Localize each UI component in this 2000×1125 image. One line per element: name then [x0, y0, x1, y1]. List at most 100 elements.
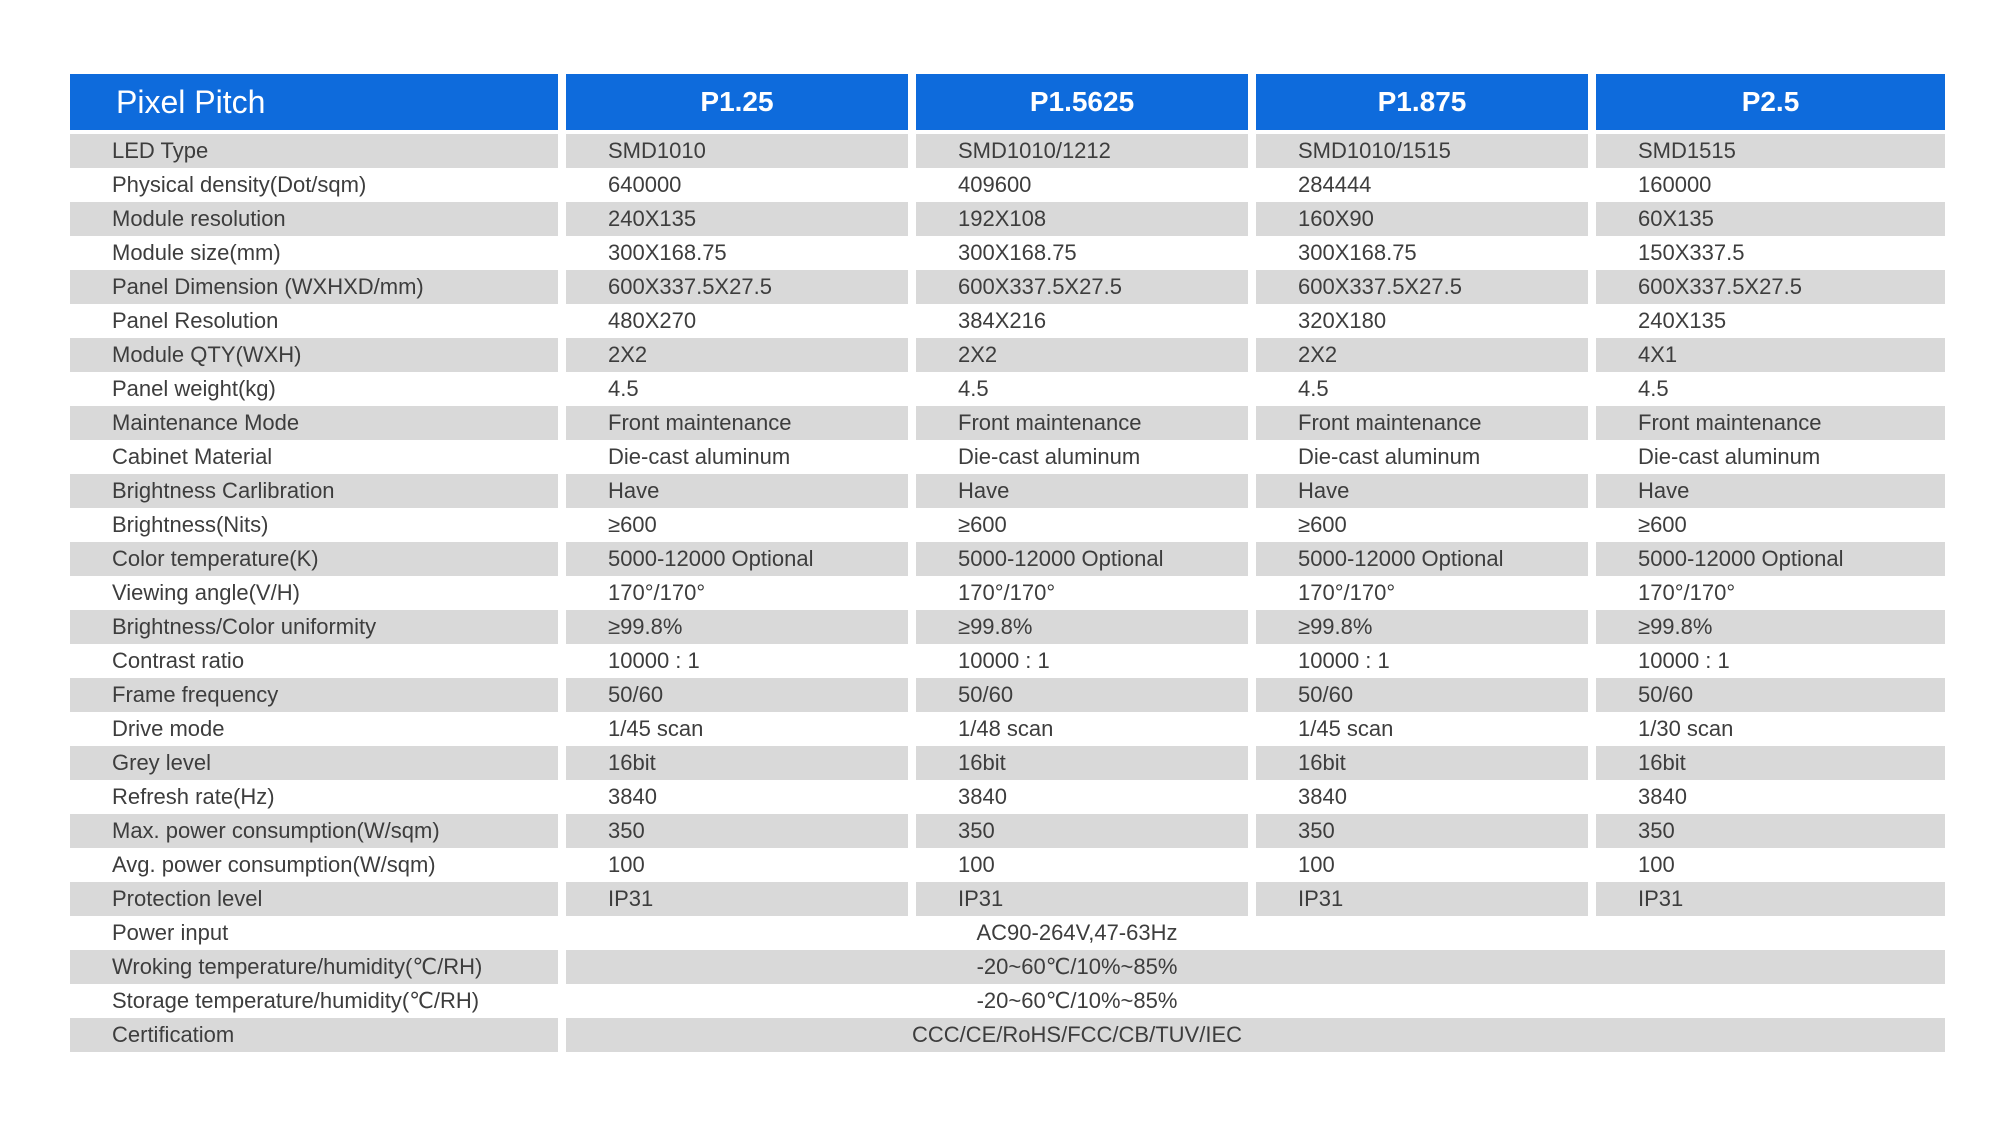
cell-value: 170°/170°	[1256, 576, 1588, 610]
cell-value: 5000-12000 Optional	[1596, 542, 1945, 576]
cell-value: 350	[916, 814, 1248, 848]
cell-value: 640000	[566, 168, 908, 202]
cell-value: 150X337.5	[1596, 236, 1945, 270]
cell-value: 1/45 scan	[566, 712, 908, 746]
cell-value: ≥99.8%	[916, 610, 1248, 644]
cell-value: SMD1010/1515	[1256, 134, 1588, 168]
cell-value: 10000 : 1	[916, 644, 1248, 678]
cell-value: Front maintenance	[916, 406, 1248, 440]
row-label: Brightness(Nits)	[70, 508, 558, 542]
cell-value: Front maintenance	[566, 406, 908, 440]
merged-cell-value: -20~60℃/10%~85%	[566, 984, 1945, 1018]
cell-value: 3840	[916, 780, 1248, 814]
cell-value: 10000 : 1	[1596, 644, 1945, 678]
cell-value: 170°/170°	[1596, 576, 1945, 610]
cell-value: 16bit	[566, 746, 908, 780]
cell-value: 60X135	[1596, 202, 1945, 236]
cell-value: 350	[566, 814, 908, 848]
row-label: Drive mode	[70, 712, 558, 746]
cell-value: 1/45 scan	[1256, 712, 1588, 746]
column-header-p1.25: P1.25	[566, 74, 908, 130]
cell-value: ≥600	[566, 508, 908, 542]
table-body: LED Type SMD1010 SMD1010/1212 SMD1010/1515 S…	[70, 134, 1945, 1052]
row-label: Refresh rate(Hz)	[70, 780, 558, 814]
cell-value: 600X337.5X27.5	[1596, 270, 1945, 304]
cell-value: 100	[566, 848, 908, 882]
cell-value: 1/48 scan	[916, 712, 1248, 746]
cell-value: SMD1010/1212	[916, 134, 1248, 168]
cell-value: 4.5	[1256, 372, 1588, 406]
cell-value: 600X337.5X27.5	[566, 270, 908, 304]
cell-value: 3840	[1596, 780, 1945, 814]
column-header-p1.875: P1.875	[1256, 74, 1588, 130]
row-label: Maintenance Mode	[70, 406, 558, 440]
row-label: Viewing angle(V/H)	[70, 576, 558, 610]
cell-value: 170°/170°	[916, 576, 1248, 610]
cell-value: 350	[1596, 814, 1945, 848]
row-label: LED Type	[70, 134, 558, 168]
column-header-p1.5625: P1.5625	[916, 74, 1248, 130]
cell-value: 300X168.75	[566, 236, 908, 270]
cell-value: Have	[916, 474, 1248, 508]
row-label: Module size(mm)	[70, 236, 558, 270]
row-label: Grey level	[70, 746, 558, 780]
merged-cell-value: CCC/CE/RoHS/FCC/CB/TUV/IEC	[566, 1018, 1945, 1052]
cell-value: Have	[1256, 474, 1588, 508]
row-label: Wroking temperature/humidity(℃/RH)	[70, 950, 558, 984]
cell-value: 5000-12000 Optional	[1256, 542, 1588, 576]
cell-value: 4.5	[566, 372, 908, 406]
cell-value: 170°/170°	[566, 576, 908, 610]
cell-value: 100	[1596, 848, 1945, 882]
row-label: Frame frequency	[70, 678, 558, 712]
row-label: Module QTY(WXH)	[70, 338, 558, 372]
cell-value: 50/60	[1256, 678, 1588, 712]
cell-value: ≥99.8%	[566, 610, 908, 644]
row-label: Power input	[70, 916, 558, 950]
row-label: Brightness Carlibration	[70, 474, 558, 508]
pixel-pitch-spec-table: Pixel Pitch P1.25 P1.5625 P1.875 P2.5 LED T…	[70, 74, 1945, 1052]
cell-value: 160000	[1596, 168, 1945, 202]
cell-value: ≥600	[1596, 508, 1945, 542]
cell-value: ≥99.8%	[1256, 610, 1588, 644]
cell-value: 3840	[1256, 780, 1588, 814]
row-label: Avg. power consumption(W/sqm)	[70, 848, 558, 882]
row-label: Cabinet Material	[70, 440, 558, 474]
pixel-pitch-header-cell: Pixel Pitch	[70, 74, 558, 130]
cell-value: 600X337.5X27.5	[1256, 270, 1588, 304]
cell-value: SMD1515	[1596, 134, 1945, 168]
row-label: Physical density(Dot/sqm)	[70, 168, 558, 202]
cell-value: 50/60	[1596, 678, 1945, 712]
cell-value: IP31	[1596, 882, 1945, 916]
merged-cell-value: AC90-264V,47-63Hz	[566, 916, 1945, 950]
cell-value: Die-cast aluminum	[916, 440, 1248, 474]
cell-value: 2X2	[1256, 338, 1588, 372]
cell-value: 10000 : 1	[566, 644, 908, 678]
cell-value: 5000-12000 Optional	[916, 542, 1248, 576]
cell-value: 4.5	[916, 372, 1248, 406]
cell-value: 192X108	[916, 202, 1248, 236]
row-label: Panel Dimension (WXHXD/mm)	[70, 270, 558, 304]
row-label: Certificatiom	[70, 1018, 558, 1052]
cell-value: 10000 : 1	[1256, 644, 1588, 678]
cell-value: 16bit	[916, 746, 1248, 780]
cell-value: 2X2	[566, 338, 908, 372]
cell-value: Die-cast aluminum	[566, 440, 908, 474]
row-label: Panel weight(kg)	[70, 372, 558, 406]
cell-value: 409600	[916, 168, 1248, 202]
cell-value: 2X2	[916, 338, 1248, 372]
table-header-row: Pixel Pitch P1.25 P1.5625 P1.875 P2.5	[70, 74, 1945, 130]
row-label: Contrast ratio	[70, 644, 558, 678]
cell-value: 480X270	[566, 304, 908, 338]
row-label: Max. power consumption(W/sqm)	[70, 814, 558, 848]
cell-value: Die-cast aluminum	[1256, 440, 1588, 474]
cell-value: 16bit	[1256, 746, 1588, 780]
cell-value: 320X180	[1256, 304, 1588, 338]
row-label: Protection level	[70, 882, 558, 916]
column-header-p2.5: P2.5	[1596, 74, 1945, 130]
cell-value: 50/60	[916, 678, 1248, 712]
row-label: Color temperature(K)	[70, 542, 558, 576]
cell-value: Die-cast aluminum	[1596, 440, 1945, 474]
cell-value: 160X90	[1256, 202, 1588, 236]
cell-value: IP31	[566, 882, 908, 916]
